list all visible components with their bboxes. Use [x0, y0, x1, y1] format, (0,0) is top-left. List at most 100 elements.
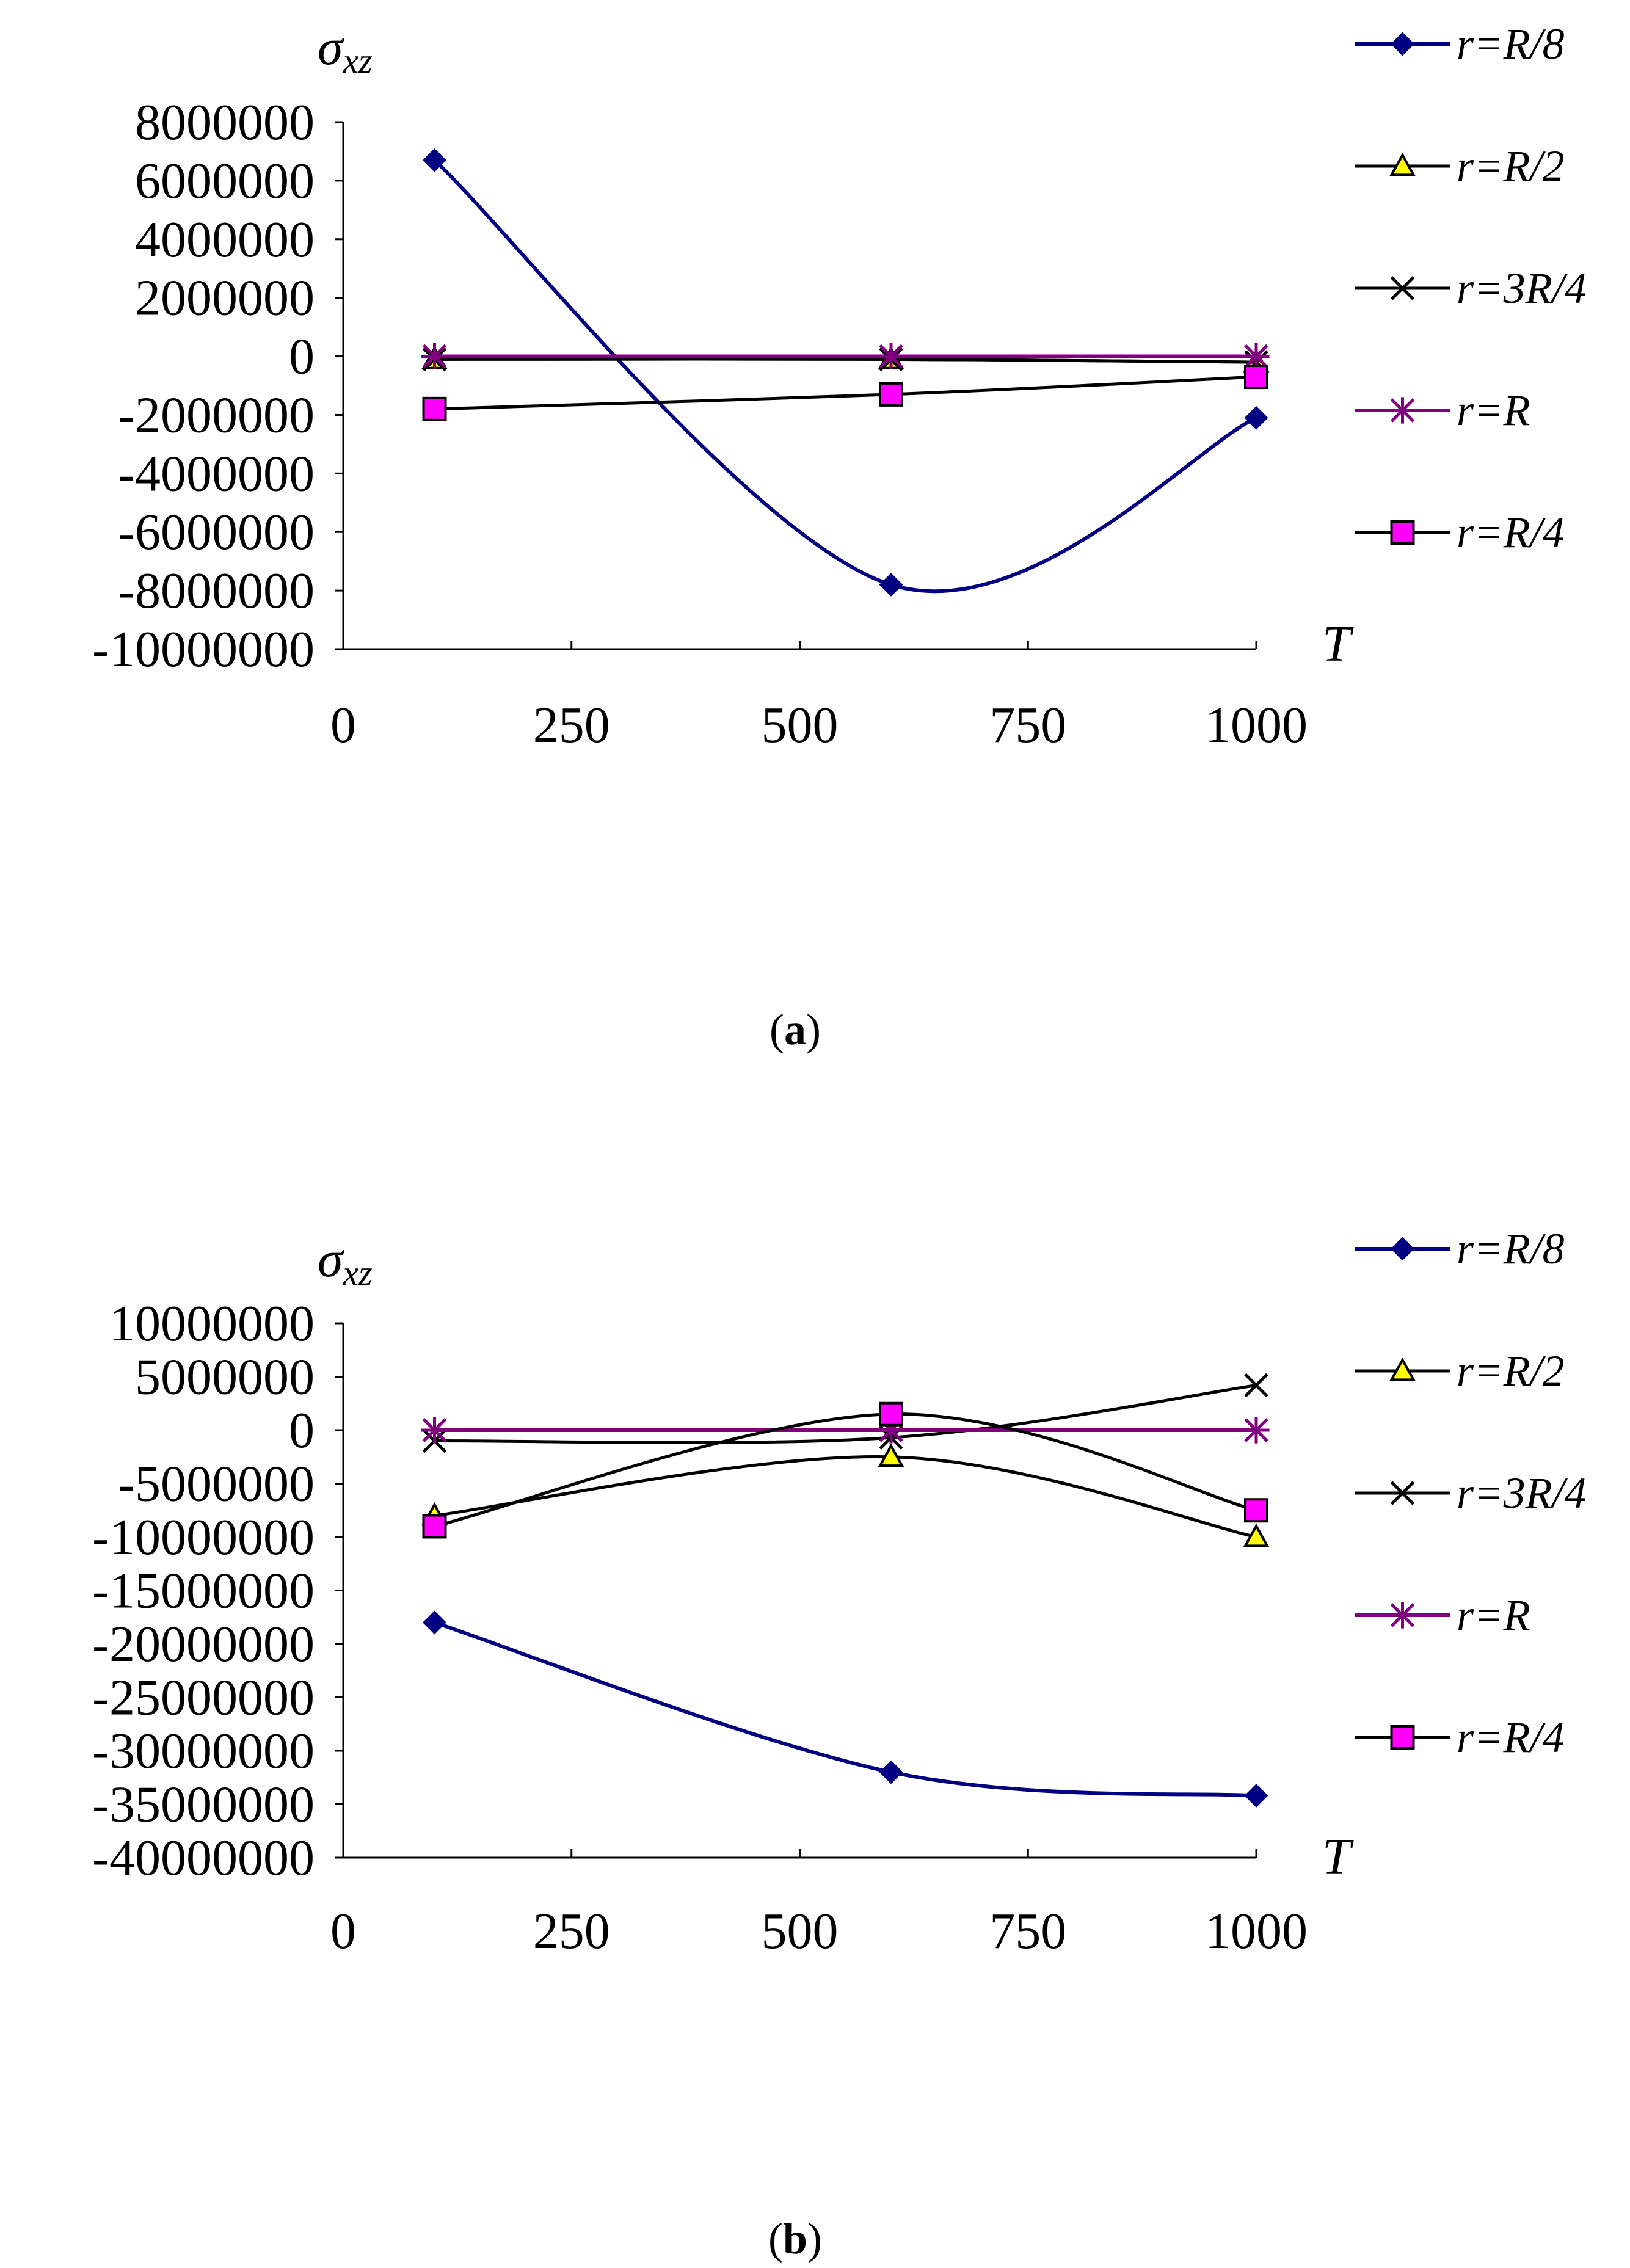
legend-label: r=R/4 — [1457, 1713, 1565, 1762]
caption-close: ) — [807, 2214, 822, 2263]
series-r=R/2 — [421, 1443, 1270, 1547]
legend-entry: r=3R/4 — [1355, 264, 1587, 313]
legend-label: r=R — [1457, 1591, 1530, 1640]
y-tick-label: -6000000 — [118, 504, 315, 561]
data-point — [423, 148, 446, 172]
y-tick-label: -8000000 — [118, 562, 315, 619]
series-r=3R/4 — [422, 347, 1268, 374]
data-point — [879, 1401, 903, 1427]
data-point — [422, 396, 447, 421]
x-axis-title: T — [1322, 1828, 1354, 1885]
x-tick-label: 1000 — [1205, 697, 1308, 754]
x-tick-label: 750 — [989, 697, 1066, 754]
y-tick-label: 0 — [289, 1402, 315, 1459]
legend-entry: r=R/2 — [1355, 142, 1565, 191]
y-tick-label: -4000000 — [118, 445, 315, 502]
series-line — [433, 159, 1257, 594]
legend-entry: r=R — [1355, 386, 1530, 435]
y-tick-label: 6000000 — [135, 153, 315, 209]
y-tick-label: -20000000 — [92, 1616, 315, 1673]
y-axis-title: σxz — [318, 1231, 373, 1293]
series-line — [434, 357, 1257, 364]
data-point — [878, 343, 904, 370]
y-axis-title-subscript: xz — [342, 1253, 372, 1293]
legend-label: r=R — [1457, 386, 1530, 435]
series-line — [434, 375, 1257, 411]
panel-caption: (a) — [770, 1005, 821, 1054]
data-point — [879, 573, 903, 597]
legend-entry: r=R/2 — [1355, 1347, 1565, 1395]
x-tick-label: 250 — [533, 697, 610, 754]
series-r=3R/4 — [422, 1373, 1268, 1453]
series-r=R/8 — [423, 148, 1268, 597]
y-axis-title-subscript: xz — [342, 41, 372, 81]
legend-entry: r=R/4 — [1355, 1713, 1565, 1762]
y-tick-label: 2000000 — [135, 270, 315, 327]
legend-marker — [1389, 1357, 1416, 1381]
y-tick-label: -10000000 — [92, 621, 315, 678]
legend-label: r=R/2 — [1457, 142, 1565, 191]
data-point — [422, 1514, 447, 1539]
data-point — [1243, 343, 1270, 370]
legend-label: r=R/2 — [1457, 1347, 1565, 1395]
y-tick-label: 0 — [289, 329, 315, 385]
y-tick-label: -5000000 — [118, 1456, 315, 1513]
y-tick-label: 8000000 — [135, 94, 315, 151]
series-line — [434, 1621, 1257, 1798]
data-point — [421, 1417, 448, 1444]
series-r=R — [421, 1417, 1270, 1444]
data-point — [423, 1610, 446, 1635]
y-axis-title: σxz — [318, 19, 373, 81]
legend-marker — [1390, 520, 1415, 545]
y-tick-label: -35000000 — [92, 1776, 315, 1833]
legend-entry: r=R/8 — [1355, 20, 1565, 68]
x-tick-label: 1000 — [1205, 1903, 1308, 1960]
x-tick-label: 0 — [330, 1903, 356, 1960]
legend-marker — [1390, 276, 1415, 300]
series-r=R — [421, 343, 1270, 370]
y-tick-label: -10000000 — [92, 1509, 315, 1566]
legend-label: r=3R/4 — [1457, 1469, 1587, 1517]
series-line — [434, 1384, 1257, 1444]
caption-close: ) — [806, 1005, 821, 1054]
legend-entry: r=R/8 — [1355, 1224, 1565, 1273]
legend-label: r=3R/4 — [1457, 264, 1587, 313]
data-point — [1244, 365, 1268, 390]
data-point — [1243, 1523, 1270, 1547]
chart-panel-b: 1000000050000000-5000000-10000000-150000… — [92, 1224, 1587, 2263]
chart-panel-a: 80000006000000400000020000000-2000000-40… — [92, 19, 1587, 1054]
series-r=R/4 — [422, 365, 1268, 421]
data-point — [1243, 1417, 1270, 1444]
panel-caption: (b) — [768, 2214, 822, 2263]
series-r=R/8 — [423, 1610, 1268, 1808]
legend-marker — [1390, 1481, 1415, 1505]
legend-marker — [1391, 1237, 1414, 1261]
caption-label: b — [783, 2214, 807, 2263]
y-tick-label: 4000000 — [135, 211, 315, 268]
data-point — [1244, 1498, 1268, 1523]
data-point — [1244, 1784, 1268, 1808]
data-point — [1244, 1373, 1268, 1398]
x-tick-label: 500 — [762, 697, 839, 754]
data-point — [879, 1760, 903, 1784]
x-tick-label: 250 — [533, 1903, 610, 1960]
y-tick-label: -15000000 — [92, 1563, 315, 1619]
legend-marker — [1389, 152, 1416, 176]
caption-open: ( — [768, 2214, 783, 2263]
legend-marker — [1391, 32, 1414, 56]
legend-marker — [1389, 1602, 1416, 1629]
x-tick-label: 500 — [762, 1903, 839, 1960]
caption-label: a — [784, 1005, 806, 1054]
y-tick-label: -25000000 — [92, 1670, 315, 1726]
series-r=R/4 — [422, 1401, 1268, 1539]
legend-label: r=R/8 — [1457, 1224, 1565, 1273]
legend-entry: r=R — [1355, 1591, 1530, 1640]
x-tick-label: 750 — [989, 1903, 1066, 1960]
x-tick-label: 0 — [330, 697, 356, 754]
y-tick-label: -2000000 — [118, 387, 315, 443]
legend-label: r=R/8 — [1457, 20, 1565, 68]
data-point — [1244, 405, 1268, 430]
caption-open: ( — [770, 1005, 784, 1054]
data-point — [878, 1443, 904, 1467]
